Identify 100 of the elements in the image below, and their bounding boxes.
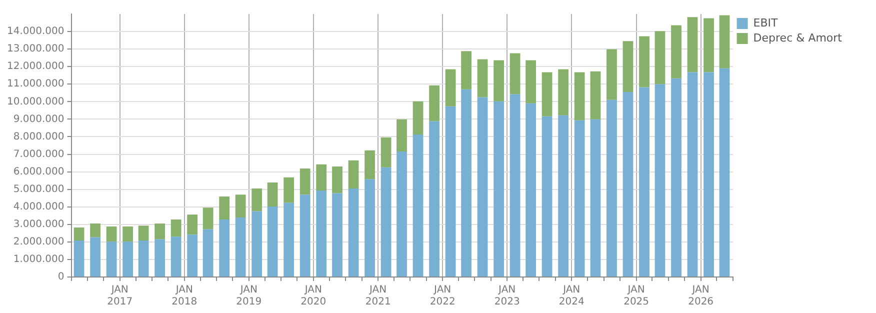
y-tick-label: 3.000.000 xyxy=(13,218,64,230)
bar xyxy=(639,87,650,276)
x-tick-label: JAN 2021 xyxy=(365,284,391,308)
bar xyxy=(74,240,84,276)
bar xyxy=(671,78,682,276)
bar xyxy=(526,60,536,104)
bar xyxy=(445,69,456,106)
bar xyxy=(348,188,359,276)
bar xyxy=(574,72,585,120)
y-tick-label: 8.000.000 xyxy=(13,131,64,142)
bar xyxy=(654,31,666,84)
y-tick-label: 1.000.000 xyxy=(13,254,64,266)
x-tick-label: JAN 2018 xyxy=(172,284,198,308)
bar xyxy=(106,226,117,242)
x-tick-label: JAN 2026 xyxy=(688,284,714,308)
bar xyxy=(396,151,407,276)
bar xyxy=(267,182,278,207)
bar xyxy=(606,49,617,100)
y-tick-label: 9.000.000 xyxy=(13,114,64,125)
y-tick-label: 10.000.000 xyxy=(6,96,64,108)
bar xyxy=(348,160,359,188)
bar xyxy=(90,237,100,276)
bar xyxy=(671,25,682,78)
bar xyxy=(332,193,342,276)
bar xyxy=(574,120,585,276)
bar xyxy=(332,166,342,194)
bar xyxy=(526,103,536,276)
bar xyxy=(461,89,472,276)
bar xyxy=(138,240,149,276)
bar xyxy=(719,15,730,68)
x-tick-label: JAN 2019 xyxy=(236,284,262,308)
bar xyxy=(154,224,165,240)
legend-label: EBIT xyxy=(753,16,778,30)
bar xyxy=(542,72,552,116)
bar xyxy=(606,100,617,276)
bar xyxy=(429,121,440,276)
bar xyxy=(187,214,198,235)
bar xyxy=(300,168,310,195)
x-tick-label: JAN 2023 xyxy=(494,284,520,308)
bar xyxy=(170,219,182,237)
bar xyxy=(122,226,134,242)
bar xyxy=(122,242,134,276)
x-tick-label: JAN 2022 xyxy=(430,284,456,308)
bar xyxy=(445,106,456,276)
bar xyxy=(412,101,424,134)
bar xyxy=(284,177,294,203)
bar xyxy=(90,224,100,238)
bar xyxy=(396,119,407,152)
bar xyxy=(704,72,714,276)
bar xyxy=(510,53,520,94)
bar xyxy=(300,194,310,276)
bar xyxy=(170,236,182,276)
bar xyxy=(590,119,601,276)
bar xyxy=(429,85,440,122)
y-tick-label: 11.000.000 xyxy=(6,78,64,90)
x-tick-label: JAN 2025 xyxy=(624,284,650,308)
bar xyxy=(364,179,375,276)
bar xyxy=(558,69,568,116)
y-tick-label: 6.000.000 xyxy=(13,166,64,178)
y-tick-label: 13.000.000 xyxy=(6,44,64,55)
y-tick-label: 5.000.000 xyxy=(13,184,64,195)
bar xyxy=(154,239,165,276)
y-tick-label: 12.000.000 xyxy=(6,61,64,72)
bar xyxy=(316,190,327,276)
bar xyxy=(622,92,634,276)
bar xyxy=(687,17,698,72)
bar xyxy=(252,211,262,276)
bar xyxy=(704,18,714,72)
bar xyxy=(380,167,392,276)
bar xyxy=(316,164,327,191)
x-tick-label: JAN 2017 xyxy=(107,284,133,308)
bar xyxy=(622,41,634,92)
bar xyxy=(494,60,504,102)
y-tick-label: 2.000.000 xyxy=(13,236,64,248)
bar xyxy=(558,115,568,276)
bar xyxy=(202,229,214,276)
bar xyxy=(477,97,488,276)
bar xyxy=(106,242,117,276)
bar xyxy=(380,137,392,168)
bar xyxy=(639,36,650,88)
x-tick-label: JAN 2020 xyxy=(300,284,326,308)
bar xyxy=(187,234,198,276)
bar xyxy=(687,72,698,276)
bar xyxy=(252,188,262,212)
bar xyxy=(364,150,375,180)
bar xyxy=(219,219,230,276)
bar xyxy=(590,71,601,120)
bar xyxy=(235,218,246,276)
bar xyxy=(412,134,424,276)
bar xyxy=(235,194,246,218)
y-tick-label: 7.000.000 xyxy=(13,148,64,160)
x-tick-label: JAN 2024 xyxy=(558,284,584,308)
legend-label: Deprec & Amort xyxy=(753,31,843,44)
bar xyxy=(719,68,730,276)
bar xyxy=(542,116,552,276)
bar xyxy=(461,51,472,90)
y-tick-label: 0 xyxy=(58,272,64,283)
bar xyxy=(654,84,666,276)
bar xyxy=(202,208,214,230)
bar xyxy=(138,226,149,241)
